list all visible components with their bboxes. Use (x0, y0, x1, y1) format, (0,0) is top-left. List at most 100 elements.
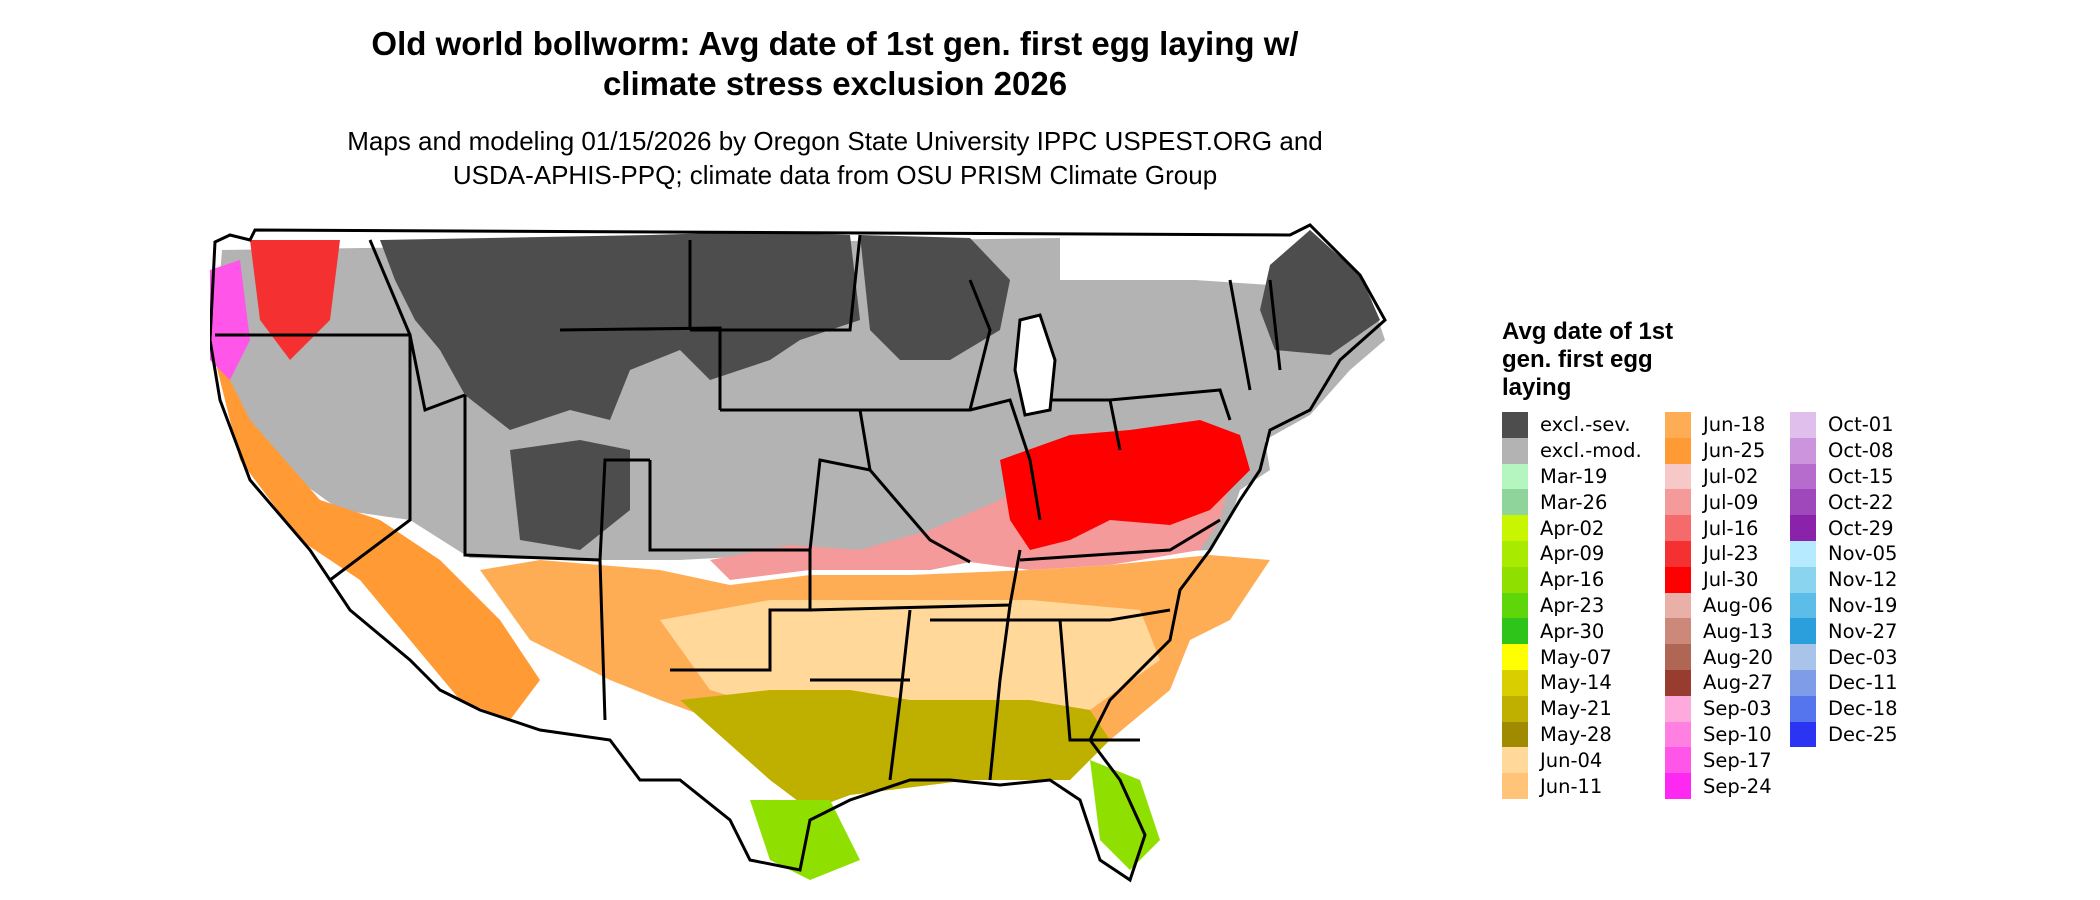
map-subtitle: Maps and modeling 01/15/2026 by Oregon S… (240, 124, 1430, 192)
state-line (648, 460, 810, 552)
legend-label: Jul-23 (1703, 542, 1759, 566)
legend-label: Sep-03 (1703, 697, 1772, 721)
region-jul-late (1000, 420, 1250, 550)
legend-swatch (1790, 463, 1816, 490)
legend-item: Oct-29 (1790, 515, 1898, 541)
region-excluded-severe (380, 232, 860, 430)
legend-swatch (1790, 721, 1816, 748)
legend-title: Avg date of 1st gen. first egg laying (1502, 318, 1732, 402)
legend-swatch (1502, 463, 1528, 490)
legend-item: Aug-27 (1665, 669, 1773, 696)
legend-title-line-2: gen. first egg (1502, 346, 1653, 373)
legend-swatch (1665, 669, 1691, 696)
legend-column-1: excl.-sev. excl.-mod. Mar-19 Mar-26 Apr-02 Ap… (1502, 412, 1642, 799)
legend-swatch (1665, 592, 1691, 619)
legend-item: May-14 (1502, 669, 1642, 696)
legend-item: Dec-11 (1790, 669, 1898, 696)
legend-swatch (1665, 489, 1691, 516)
state-line (868, 469, 971, 564)
legend-item: Aug-13 (1665, 618, 1773, 645)
legend-swatch (1502, 773, 1528, 799)
region-west-pink (210, 260, 250, 380)
legend-column-3: Oct-01 Oct-08 Oct-15 Oct-22 Oct-29 Nov-05 Nov-… (1790, 412, 1898, 748)
legend-label: May-28 (1540, 722, 1612, 746)
region-excluded-severe (1260, 230, 1380, 355)
legend-swatch (1502, 412, 1528, 438)
legend-item: Apr-02 (1502, 515, 1642, 541)
legend-label: excl.-sev. (1540, 413, 1631, 437)
legend-swatch (1502, 747, 1528, 774)
legend-label: May-07 (1540, 645, 1612, 669)
region-west-red (250, 240, 340, 360)
legend-label: Oct-29 (1828, 516, 1894, 540)
legend-item: Jul-09 (1665, 489, 1773, 516)
legend-item: Jun-18 (1665, 412, 1773, 438)
legend-item: Jul-02 (1665, 463, 1773, 490)
legend-label: Jun-18 (1703, 413, 1766, 437)
legend-item: Sep-03 (1665, 695, 1773, 722)
legend-item: Nov-12 (1790, 566, 1898, 593)
legend-swatch (1502, 721, 1528, 748)
legend-swatch (1502, 437, 1528, 464)
legend-item: Sep-17 (1665, 747, 1773, 774)
legend-item: excl.-sev. (1502, 412, 1642, 438)
region-excluded-severe (860, 235, 1010, 360)
map-subtitle-line-1: Maps and modeling 01/15/2026 by Oregon S… (347, 126, 1323, 156)
legend-swatch (1790, 592, 1816, 619)
legend-swatch (1790, 644, 1816, 670)
legend-label: Jun-11 (1540, 774, 1603, 798)
legend-item: Aug-06 (1665, 592, 1773, 619)
legend-label: Apr-09 (1540, 542, 1605, 566)
legend-column-2: Jun-18 Jun-25 Jul-02 Jul-09 Jul-16 Jul-23 Jul-… (1665, 412, 1773, 799)
legend-swatch (1790, 669, 1816, 696)
state-line (1109, 388, 1232, 421)
legend-swatch (1665, 695, 1691, 722)
legend-label: Apr-16 (1540, 568, 1605, 592)
state-line (1268, 279, 1282, 371)
legend-label: Sep-17 (1703, 748, 1772, 772)
legend-swatch (1790, 412, 1816, 438)
legend-swatch (1790, 515, 1816, 541)
state-line (860, 279, 992, 412)
legend-swatch (1665, 618, 1691, 645)
map-regions (210, 230, 1385, 880)
state-line (598, 458, 650, 561)
legend-label: Aug-27 (1703, 671, 1773, 695)
state-line (215, 333, 466, 413)
state-line (1019, 518, 1221, 562)
legend-swatch (1790, 437, 1816, 464)
legend-swatch (1665, 540, 1691, 567)
legend-swatch (1790, 489, 1816, 516)
legend-swatch (1502, 489, 1528, 516)
legend-item: Oct-22 (1790, 489, 1898, 516)
region-excluded-severe (510, 440, 630, 550)
us-map (210, 223, 1387, 883)
legend-label: Dec-03 (1828, 645, 1898, 669)
legend-item: Oct-15 (1790, 463, 1898, 490)
legend-item: Oct-08 (1790, 437, 1898, 464)
legend-item: Dec-25 (1790, 721, 1898, 748)
legend-label: May-14 (1540, 671, 1612, 695)
legend-item: May-21 (1502, 695, 1642, 722)
legend-title-line-1: Avg date of 1st (1502, 318, 1674, 345)
map-title: Old world bollworm: Avg date of 1st gen.… (240, 24, 1430, 104)
legend-label: Dec-18 (1828, 697, 1898, 721)
legend-item: Nov-19 (1790, 592, 1898, 619)
legend-item: Apr-30 (1502, 618, 1642, 645)
legend-swatch (1502, 695, 1528, 722)
legend-swatch (1790, 618, 1816, 645)
legend-swatch (1502, 540, 1528, 567)
state-line (690, 234, 862, 332)
state-line (329, 335, 412, 582)
legend-item: Dec-18 (1790, 695, 1898, 722)
legend-item: Jul-30 (1665, 566, 1773, 593)
legend-swatch (1665, 721, 1691, 748)
state-line (1228, 279, 1252, 391)
legend-swatch (1502, 566, 1528, 593)
legend-label: Oct-22 (1828, 490, 1894, 514)
legend-swatch (1665, 515, 1691, 541)
legend-item: Oct-01 (1790, 412, 1898, 438)
legend-title-line-3: laying (1502, 374, 1572, 401)
legend-item: Jun-11 (1502, 773, 1642, 799)
legend-swatch (1502, 669, 1528, 696)
